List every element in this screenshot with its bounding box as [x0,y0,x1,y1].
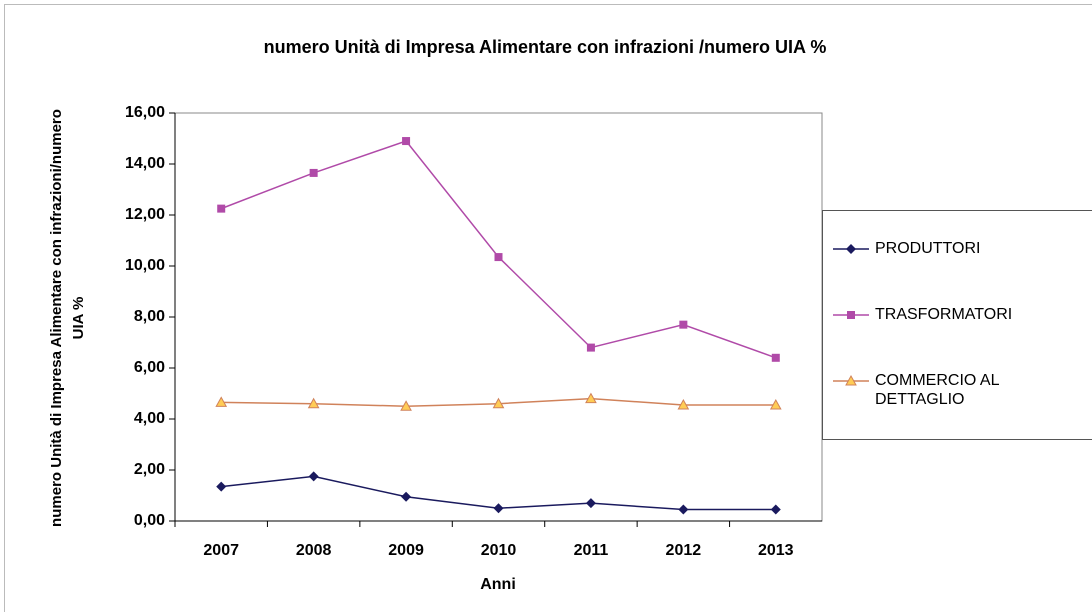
x-tick-label: 2012 [666,542,702,559]
series-line [220,140,777,359]
legend-swatch [833,311,869,319]
marker [401,491,412,502]
x-axis-title: Anni [480,576,516,593]
marker [586,343,595,352]
x-tick-label: 2008 [296,542,332,559]
marker [217,204,226,213]
y-tick-label: 4,00 [134,410,165,427]
legend-label: PRODUTTORI [875,240,981,257]
marker [769,398,782,410]
marker [216,481,227,492]
marker [770,504,781,515]
y-tick-label: 6,00 [134,359,165,376]
x-tick-label: 2007 [203,542,239,559]
legend-swatch [833,374,869,386]
marker [308,471,319,482]
x-tick-label: 2010 [481,542,517,559]
x-tick-label: 2013 [758,542,794,559]
legend-label: COMMERCIO AL DETTAGLIO [875,372,999,408]
marker [494,253,503,262]
marker [215,396,228,407]
chart-title: numero Unità di Impresa Alimentare con i… [264,37,827,57]
marker [402,137,411,146]
marker [679,320,688,329]
y-axis-title: numero Unità di Impresa Alimentare con i… [48,109,87,527]
legend: PRODUTTORI TRASFORMATORI COMMERCIO AL DETT… [822,210,1092,440]
marker [307,397,320,409]
marker [845,374,857,386]
marker [585,392,597,404]
marker [585,498,596,509]
x-tick-label: 2009 [388,542,424,559]
marker [493,503,504,514]
legend-label: TRASFORMATORI [875,306,1013,323]
marker [771,353,780,362]
x-tick-label: 2011 [574,542,609,559]
legend-swatch [833,244,869,254]
y-tick-label: 14,00 [125,155,165,172]
y-tick-label: 12,00 [125,206,165,223]
marker [309,168,318,177]
legend-item: PRODUTTORI [823,239,1092,279]
legend-item: COMMERCIO AL DETTAGLIO [823,371,1092,411]
y-tick-label: 2,00 [134,461,165,478]
marker [492,397,505,409]
marker [846,244,856,254]
marker [678,504,689,515]
frame [4,4,1092,612]
plot-area [174,112,823,522]
y-tick-label: 10,00 [125,257,165,274]
marker [677,398,690,410]
y-tick-label: 8,00 [134,308,165,325]
legend-item: TRASFORMATORI [823,305,1092,345]
y-tick-label: 0,00 [134,512,165,529]
marker [847,311,855,319]
y-tick-label: 16,00 [125,104,165,121]
marker [400,400,412,411]
